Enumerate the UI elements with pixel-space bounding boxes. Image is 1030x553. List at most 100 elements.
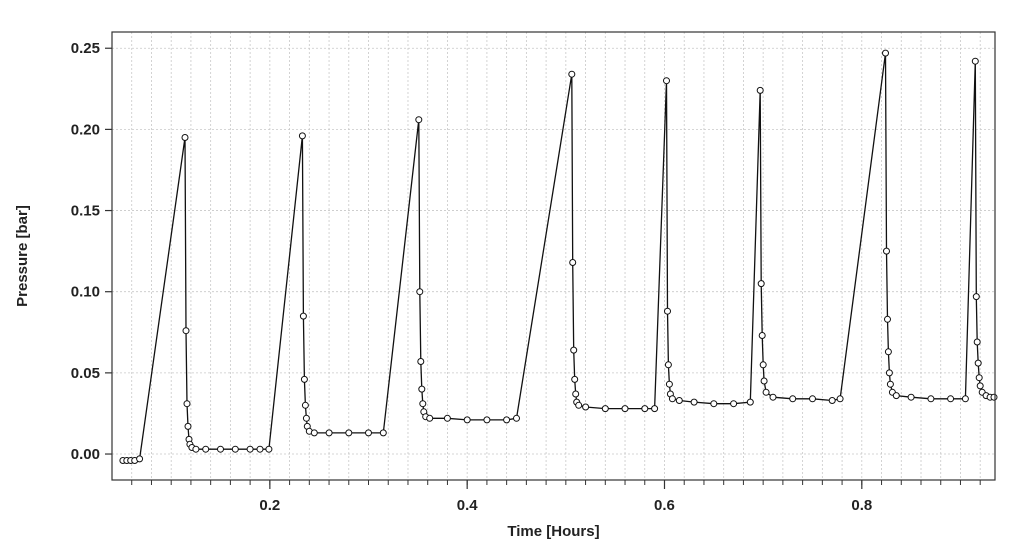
- data-point: [762, 388, 770, 396]
- data-point: [758, 332, 766, 339]
- data-point: [990, 393, 998, 401]
- data-point: [892, 392, 900, 400]
- data-point: [136, 455, 144, 463]
- data-point: [183, 400, 191, 408]
- data-point: [789, 395, 797, 403]
- data-point: [192, 445, 200, 453]
- y-axis-title: Pressure [bar]: [14, 205, 31, 307]
- x-tick-label: 0.2: [259, 497, 280, 514]
- data-point: [513, 414, 520, 422]
- y-tick-label: 0.15: [71, 203, 100, 220]
- data-point: [675, 397, 683, 404]
- data-point: [416, 288, 424, 296]
- data-point: [256, 445, 264, 453]
- data-point: [759, 361, 767, 369]
- y-tick-label: 0.05: [71, 365, 100, 382]
- data-point: [947, 395, 955, 403]
- data-point: [972, 293, 980, 301]
- data-point: [246, 445, 254, 453]
- data-point: [621, 405, 629, 413]
- x-tick-label: 0.4: [457, 497, 479, 514]
- data-point: [301, 401, 309, 409]
- series-layer: [119, 49, 998, 464]
- data-point: [231, 445, 239, 453]
- data-point: [756, 86, 764, 94]
- data-point: [663, 77, 670, 85]
- data-point: [975, 374, 983, 382]
- plot-frame: [111, 31, 996, 481]
- data-point: [345, 429, 353, 437]
- data-point: [463, 416, 471, 424]
- data-point: [483, 416, 491, 424]
- data-point: [961, 395, 969, 403]
- data-point: [884, 348, 892, 356]
- data-point: [503, 416, 511, 424]
- y-tick-label: 0.25: [71, 40, 100, 57]
- data-point: [571, 375, 579, 383]
- data-point: [884, 315, 891, 323]
- data-point: [883, 247, 890, 255]
- x-tick-label: 0.8: [851, 497, 872, 514]
- data-point: [570, 346, 578, 354]
- axis-layer: 0.00 0.05 0.10 0.15 0.20 0.25 0.2 0.4 0.6 0.8: [71, 40, 981, 514]
- data-point: [730, 400, 738, 408]
- data-point: [417, 358, 425, 365]
- data-point: [300, 375, 308, 383]
- x-tick-label: 0.6: [654, 497, 675, 514]
- data-point: [828, 397, 836, 404]
- x-axis-title: Time [Hours]: [507, 523, 599, 540]
- data-point: [184, 422, 192, 430]
- data-point: [302, 414, 310, 422]
- data-point: [182, 327, 190, 335]
- data-point: [568, 70, 576, 78]
- data-point: [769, 393, 777, 401]
- data-point: [443, 414, 451, 422]
- data-point: [365, 429, 372, 437]
- data-point: [971, 57, 979, 65]
- y-tick-label: 0.00: [71, 446, 100, 463]
- grid-layer: [112, 32, 995, 480]
- data-point: [310, 429, 318, 437]
- data-point: [575, 401, 583, 409]
- data-point: [973, 338, 981, 346]
- data-point: [690, 398, 698, 406]
- data-point: [265, 445, 273, 453]
- data-point: [746, 398, 754, 406]
- data-point: [419, 400, 427, 408]
- data-point: [664, 361, 672, 369]
- data-point: [181, 134, 189, 141]
- data-point: [202, 445, 210, 453]
- data-point: [426, 414, 434, 422]
- data-point: [418, 385, 426, 393]
- data-point: [217, 445, 224, 453]
- data-point: [569, 259, 577, 266]
- data-point: [809, 395, 816, 403]
- data-point: [976, 382, 984, 390]
- data-point: [885, 369, 893, 377]
- data-point: [664, 307, 671, 315]
- data-point: [668, 395, 676, 403]
- data-point: [886, 380, 894, 388]
- data-point: [601, 405, 609, 413]
- data-point: [298, 132, 306, 140]
- y-tick-label: 0.10: [71, 284, 100, 301]
- data-point: [665, 380, 673, 388]
- data-point: [760, 377, 768, 385]
- data-point: [974, 359, 982, 367]
- data-point: [572, 390, 580, 398]
- data-point: [379, 429, 387, 437]
- data-point: [710, 400, 718, 408]
- y-tick-label: 0.20: [71, 121, 100, 138]
- data-point: [907, 393, 915, 401]
- data-point: [641, 405, 649, 413]
- data-point: [651, 405, 659, 413]
- data-point: [582, 403, 590, 411]
- data-point: [836, 395, 844, 403]
- data-point: [927, 395, 935, 403]
- data-point: [299, 312, 307, 320]
- data-point: [757, 280, 765, 288]
- data-point: [415, 116, 423, 124]
- data-point: [882, 49, 889, 57]
